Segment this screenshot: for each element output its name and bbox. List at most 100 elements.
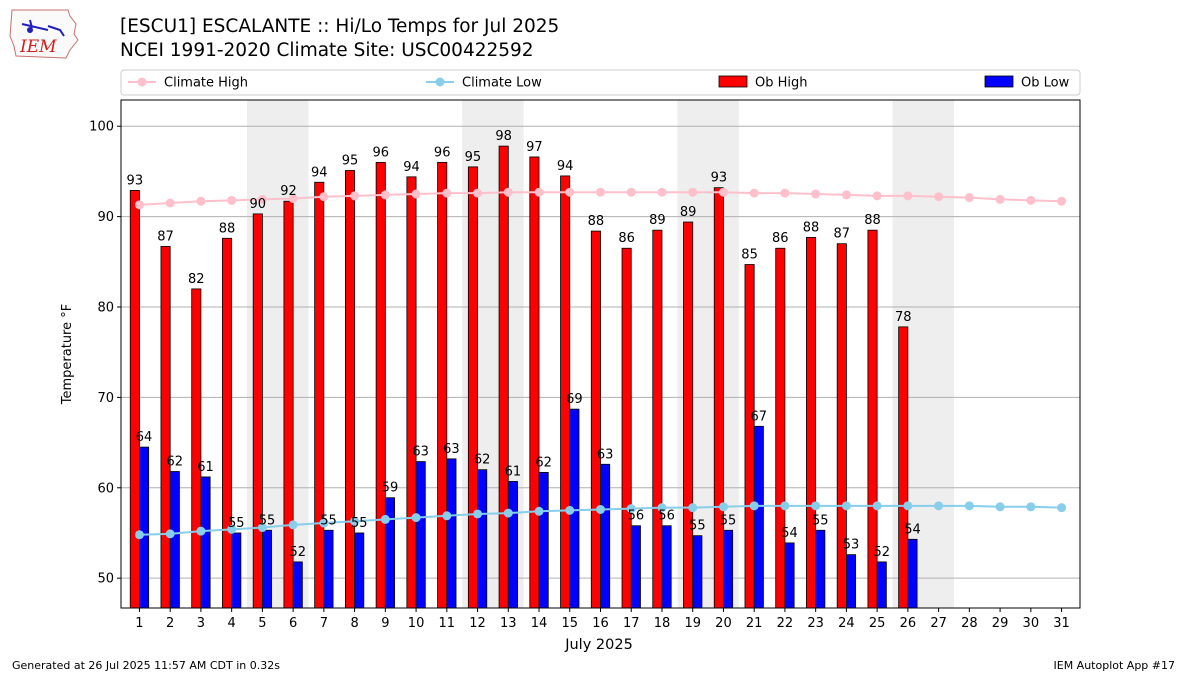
ob-low-label: 55 [259, 513, 276, 528]
y-tick-label: 60 [97, 481, 114, 496]
ob-high-bar [621, 247, 632, 609]
legend-label: Ob High [755, 76, 808, 91]
ob-low-bar [723, 529, 734, 609]
ob-low-label: 54 [781, 526, 798, 541]
climate-high-point [841, 190, 851, 200]
ob-low-bar [692, 535, 703, 609]
climate-high-point [288, 194, 298, 204]
ob-low-bar [600, 463, 611, 609]
ob-high-bar [498, 145, 509, 609]
ob-high-label: 97 [526, 140, 543, 155]
ob-high-label: 88 [588, 214, 605, 229]
ob-high-label: 93 [127, 173, 144, 188]
climate-low-point [1026, 502, 1036, 512]
ob-high-bar [406, 176, 417, 609]
ob-low-bar [323, 529, 334, 609]
ob-high-bar [806, 236, 817, 609]
ob-high-bar [375, 161, 386, 609]
ob-low-bar [446, 458, 457, 609]
ob-low-label: 56 [658, 509, 675, 524]
x-tick-label: 15 [561, 616, 578, 631]
climate-low-point [749, 501, 759, 511]
x-tick-label: 3 [197, 616, 205, 631]
ob-high-label: 85 [741, 248, 758, 263]
ob-high-label: 90 [250, 197, 267, 212]
x-tick-label: 24 [838, 616, 855, 631]
ob-high-bar [713, 187, 724, 609]
ob-high-label: 78 [895, 310, 912, 325]
logo-text: IEM [19, 37, 57, 57]
climate-low-point [534, 506, 544, 516]
ob-high-bar [344, 170, 356, 609]
ob-low-label: 61 [197, 460, 214, 475]
legend-climate-low: Climate Low [426, 76, 542, 91]
legend-label: Climate High [164, 76, 248, 91]
ob-high-bar [836, 243, 847, 609]
climate-high-point [319, 192, 329, 202]
ob-low-label: 52 [873, 545, 890, 560]
ob-high-label: 96 [434, 145, 451, 160]
climate-high-point [903, 191, 913, 201]
legend-swatch-bar [984, 75, 1014, 88]
x-tick-label: 13 [500, 616, 517, 631]
ob-high-bar [775, 247, 786, 609]
ob-low-label: 62 [167, 455, 184, 470]
ob-low-label: 67 [751, 409, 768, 424]
x-tick-label: 14 [531, 616, 548, 631]
ob-low-bar [477, 469, 488, 609]
x-tick-label: 5 [258, 616, 266, 631]
x-tick-label: 16 [592, 616, 609, 631]
x-axis-label: July 2025 [564, 637, 633, 653]
climate-high-point [165, 198, 175, 208]
climate-low-point [688, 503, 698, 513]
ob-low-label: 55 [351, 516, 368, 531]
legend-ob-high: Ob High [718, 76, 808, 91]
climate-high-point [565, 187, 575, 197]
y-tick-label: 80 [97, 300, 114, 315]
climate-low-point [596, 504, 605, 514]
climate-high-point [964, 193, 974, 203]
ob-low-bar [415, 461, 426, 609]
ob-high-label: 98 [495, 129, 512, 144]
climate-low-point [964, 501, 974, 511]
x-tick-label: 2 [166, 616, 174, 631]
x-tick-label: 20 [715, 616, 732, 631]
ob-low-bar [384, 497, 395, 609]
ob-high-bar [314, 181, 325, 609]
chart-title: [ESCU1] ESCALANTE :: Hi/Lo Temps for Jul… [120, 16, 560, 37]
x-tick-label: 22 [777, 616, 794, 631]
ob-high-label: 87 [834, 227, 851, 242]
ob-high-label: 96 [372, 145, 389, 160]
climate-high-point [411, 189, 421, 199]
x-tick-label: 10 [408, 616, 425, 631]
climate-high-point [442, 188, 452, 198]
generated-timestamp: Generated at 26 Jul 2025 11:57 AM CDT in… [12, 659, 280, 672]
climate-high-point [227, 195, 237, 205]
climate-low-point [380, 514, 390, 524]
ob-high-label: 87 [157, 229, 174, 244]
climate-high-point [811, 189, 821, 199]
ob-low-bar [815, 529, 826, 609]
climate-low-point [319, 518, 329, 528]
ob-high-bar [252, 213, 263, 609]
climate-high-point [872, 191, 882, 201]
ob-low-label: 55 [689, 519, 706, 534]
ob-low-bar [231, 532, 242, 609]
y-axis-label: Temperature °F [60, 304, 75, 405]
ob-high-label: 94 [311, 165, 328, 180]
x-tick-label: 1 [135, 616, 143, 631]
ob-low-bar [538, 472, 549, 609]
climate-high-point [596, 187, 605, 197]
legend-label: Climate Low [462, 76, 542, 91]
climate-high-point [718, 187, 728, 197]
app-credit: IEM Autoplot App #17 [1053, 659, 1176, 672]
x-tick-label: 21 [746, 616, 763, 631]
ob-low-bar [169, 471, 180, 609]
ob-low-bar [200, 476, 211, 609]
ob-high-label: 93 [711, 171, 728, 186]
y-tick-label: 100 [89, 120, 114, 135]
ob-low-bar [845, 554, 857, 609]
legend-swatch-marker [435, 77, 445, 87]
climate-high-point [350, 191, 360, 201]
x-tick-label: 11 [439, 616, 456, 631]
